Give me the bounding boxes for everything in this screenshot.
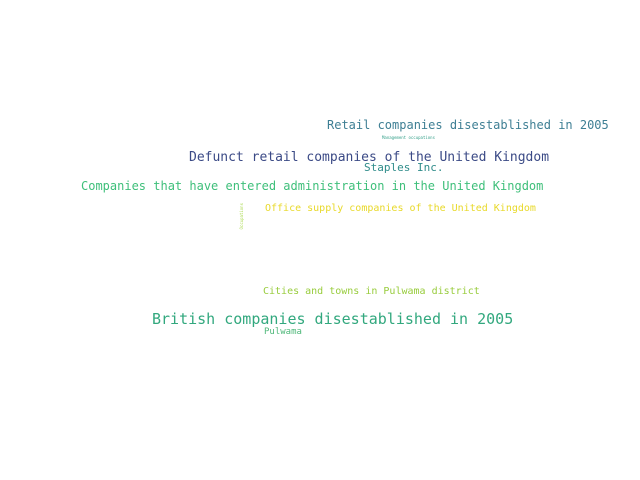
word-occupations: Occupations bbox=[239, 203, 244, 230]
word-cities-towns-pulwama: Cities and towns in Pulwama district bbox=[263, 286, 480, 297]
word-british-companies-2005: British companies disestablished in 2005 bbox=[152, 310, 514, 328]
word-pulwama: Pulwama bbox=[264, 327, 302, 337]
word-companies-administration-uk: Companies that have entered administrati… bbox=[81, 179, 544, 193]
word-retail-companies-2005: Retail companies disestablished in 2005 bbox=[327, 118, 609, 132]
word-defunct-retail-uk: Defunct retail companies of the United K… bbox=[189, 150, 550, 165]
word-staples-inc: Staples Inc. bbox=[364, 161, 444, 174]
word-office-supply-uk: Office supply companies of the United Ki… bbox=[265, 203, 536, 214]
word-management-occupations: Management occupations bbox=[382, 135, 435, 140]
